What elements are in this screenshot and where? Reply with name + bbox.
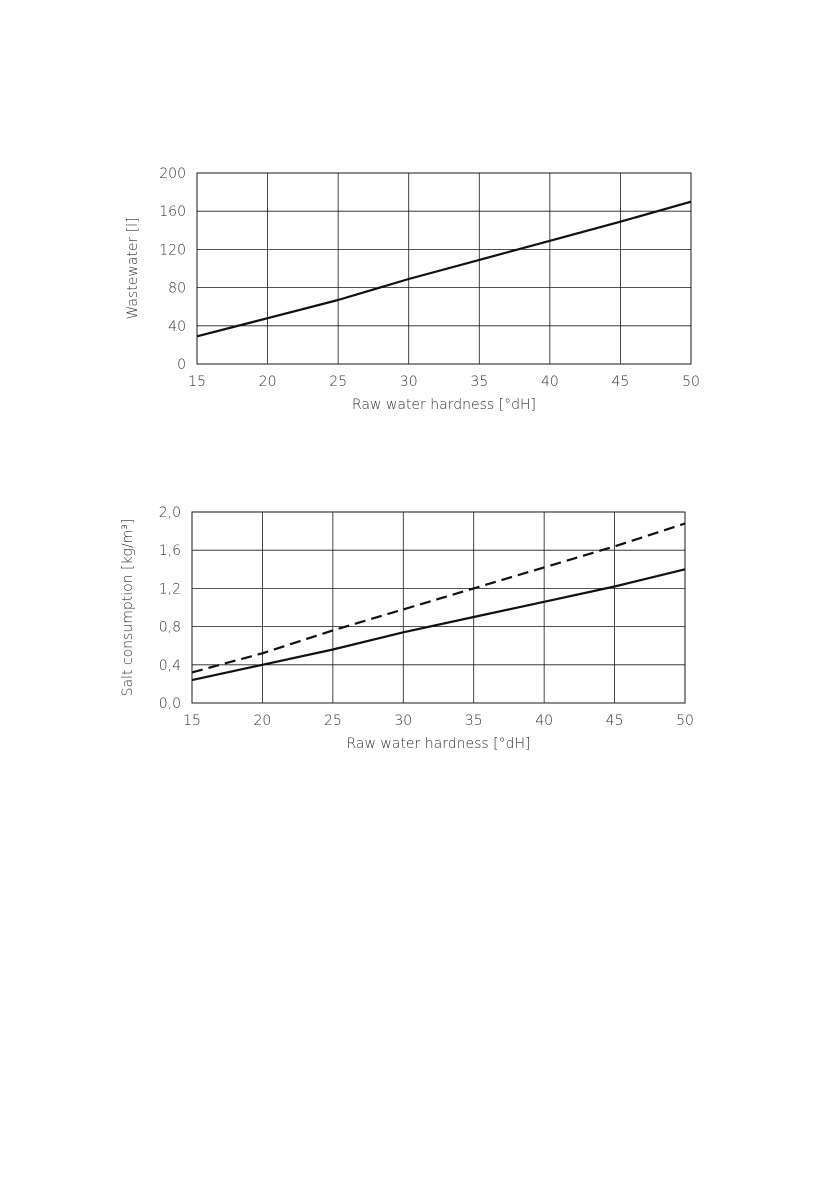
x-tick-label: 15 bbox=[183, 713, 201, 729]
x-tick-label: 20 bbox=[254, 713, 272, 729]
x-tick-label: 35 bbox=[470, 374, 488, 390]
wastewater-chart: 15 20 25 30 35 40 45 50 0 40 80 120 160 200 Raw water … bbox=[0, 150, 840, 440]
x-tick-label: 40 bbox=[541, 374, 559, 390]
salt-consumption-chart-svg: 15 20 25 30 35 40 45 50 0,0 0,4 0,8 1,2 1,6 2,0 Raw wa… bbox=[120, 505, 694, 752]
y-tick-label: 1,2 bbox=[159, 581, 181, 597]
y-axis-label: Wastewater [l] bbox=[125, 217, 141, 319]
y-tick-label: 0,8 bbox=[159, 620, 181, 636]
wastewater-chart-svg: 15 20 25 30 35 40 45 50 0 40 80 120 160 200 Raw water … bbox=[125, 166, 700, 413]
y-tick-label: 0,4 bbox=[159, 658, 181, 674]
dashed-series-line bbox=[191, 522, 686, 674]
solid-series-line bbox=[196, 200, 692, 338]
y-tick-label: 2,0 bbox=[159, 505, 181, 521]
y-tick-label: 40 bbox=[168, 319, 186, 335]
x-tick-label: 15 bbox=[188, 374, 206, 390]
y-tick-label: 120 bbox=[159, 242, 186, 258]
y-tick-label: 0,0 bbox=[159, 696, 181, 712]
y-tick-label: 0 bbox=[177, 357, 186, 373]
x-tick-label: 35 bbox=[465, 713, 483, 729]
y-tick-label: 1,6 bbox=[159, 543, 181, 559]
x-axis-label: Raw water hardness [°dH] bbox=[347, 736, 531, 752]
solid-series-line bbox=[191, 568, 686, 682]
salt-consumption-chart: 15 20 25 30 35 40 45 50 0,0 0,4 0,8 1,2 1,6 2,0 Raw wa… bbox=[0, 490, 840, 780]
x-tick-label: 30 bbox=[400, 374, 418, 390]
plot-frame bbox=[196, 172, 692, 365]
x-tick-label: 20 bbox=[259, 374, 277, 390]
x-tick-label: 25 bbox=[329, 374, 347, 390]
x-tick-label: 45 bbox=[612, 374, 630, 390]
x-tick-label: 40 bbox=[535, 713, 553, 729]
x-tick-label: 45 bbox=[606, 713, 624, 729]
y-tick-label: 80 bbox=[168, 281, 186, 297]
y-tick-label: 200 bbox=[159, 166, 186, 182]
x-tick-label: 50 bbox=[682, 374, 700, 390]
y-tick-label: 160 bbox=[159, 204, 186, 220]
x-tick-label: 25 bbox=[324, 713, 342, 729]
y-axis-label: Salt consumption [kg/m³] bbox=[120, 519, 136, 697]
plot-frame bbox=[191, 511, 686, 704]
x-tick-label: 50 bbox=[676, 713, 694, 729]
x-tick-label: 30 bbox=[394, 713, 412, 729]
x-axis-label: Raw water hardness [°dH] bbox=[352, 397, 536, 413]
